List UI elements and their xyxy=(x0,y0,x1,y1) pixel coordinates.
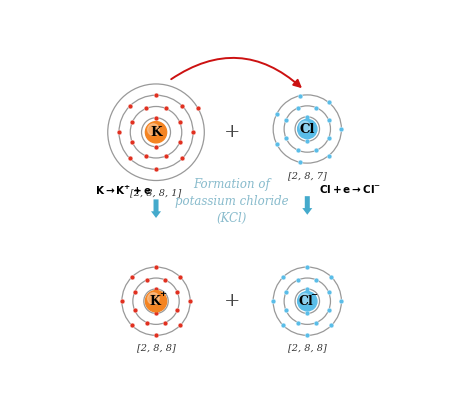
Circle shape xyxy=(300,293,310,304)
Text: K: K xyxy=(150,126,162,139)
Text: −: − xyxy=(310,291,317,299)
Text: [2, 8, 7]: [2, 8, 7] xyxy=(288,171,327,180)
Text: +: + xyxy=(223,292,240,310)
Text: +: + xyxy=(223,123,240,141)
Circle shape xyxy=(298,292,317,311)
Text: +: + xyxy=(159,291,166,298)
Text: Formation of
potassium chloride
(KCl): Formation of potassium chloride (KCl) xyxy=(175,178,289,225)
Circle shape xyxy=(147,293,159,304)
Text: [2, 8, 8, 1]: [2, 8, 8, 1] xyxy=(130,189,182,198)
Text: K: K xyxy=(149,295,160,308)
Text: [2, 8, 8]: [2, 8, 8] xyxy=(137,343,175,352)
Text: Cl: Cl xyxy=(299,295,313,308)
Circle shape xyxy=(300,121,310,132)
Circle shape xyxy=(146,122,167,143)
Circle shape xyxy=(146,291,167,312)
Text: Cl: Cl xyxy=(300,122,315,135)
Circle shape xyxy=(147,124,159,135)
Text: $\mathbf{Cl + e \rightarrow Cl^{-}}$: $\mathbf{Cl + e \rightarrow Cl^{-}}$ xyxy=(319,183,381,194)
Text: [2, 8, 8]: [2, 8, 8] xyxy=(288,343,327,352)
Circle shape xyxy=(298,120,317,139)
Text: $\mathbf{K \rightarrow K^{+} + e}$: $\mathbf{K \rightarrow K^{+} + e}$ xyxy=(95,184,152,197)
